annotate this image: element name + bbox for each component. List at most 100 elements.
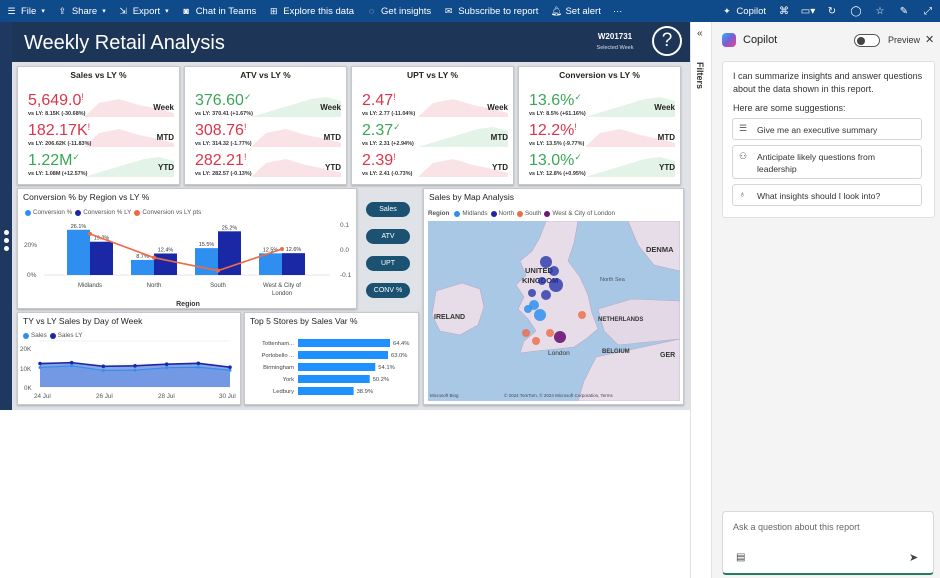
close-icon[interactable]: ✕ xyxy=(925,34,935,46)
day-of-week-card[interactable]: TY vs LY Sales by Day of Week Sales Sale… xyxy=(17,312,241,405)
file-menu-button[interactable]: ☰ File ▾ xyxy=(7,5,45,17)
y2-tick-label: 0.1 xyxy=(340,222,349,229)
line-point[interactable] xyxy=(165,366,169,370)
line-point[interactable] xyxy=(133,364,137,368)
x-tick-label: 26 Jul xyxy=(96,393,113,400)
metric-button-atv[interactable]: ATV xyxy=(366,229,410,244)
preview-toggle[interactable] xyxy=(854,34,880,47)
map-view[interactable]: DENMA UNITED KINGDOM North Sea IRELAND N… xyxy=(428,221,680,401)
map-label: DENMA xyxy=(646,245,674,254)
map-bubble[interactable] xyxy=(538,277,546,285)
comment-icon[interactable]: ◯ xyxy=(850,5,862,17)
bar-conversion-ly[interactable] xyxy=(154,253,177,275)
line-point[interactable] xyxy=(216,268,220,273)
metric-button-sales[interactable]: Sales xyxy=(366,202,410,217)
kpi-period: MTD xyxy=(657,133,675,142)
line-point[interactable] xyxy=(38,361,42,366)
suggestion-insights[interactable]: ♁ What insights should I look into? xyxy=(732,184,922,206)
explore-data-button[interactable]: ⊞ Explore this data xyxy=(269,5,355,17)
chat-in-teams-button[interactable]: ◙ Chat in Teams xyxy=(175,0,263,22)
kpi-card[interactable]: Sales vs LY % 5,649.0! vs LY: 8.15K (-30.6… xyxy=(17,66,180,185)
more-options-button[interactable]: ··· xyxy=(612,5,623,17)
map-bubble[interactable] xyxy=(549,266,559,276)
subscribe-button[interactable]: ✉ Subscribe to report xyxy=(444,5,539,17)
view-icon[interactable]: ▭▾ xyxy=(800,5,816,17)
toggle-knob xyxy=(857,37,865,45)
fullscreen-icon[interactable]: ⤢ xyxy=(924,5,932,17)
line-point[interactable] xyxy=(70,364,74,368)
line-point[interactable] xyxy=(101,368,105,372)
filters-pane[interactable]: « Filters xyxy=(690,22,712,578)
refresh-icon[interactable]: ↻ xyxy=(827,5,837,17)
bar-conversion[interactable] xyxy=(195,248,218,275)
line-point[interactable] xyxy=(88,231,92,236)
bar-conversion[interactable] xyxy=(259,253,282,275)
share-button[interactable]: ⇪ Share ▾ xyxy=(58,5,106,17)
line-point[interactable] xyxy=(280,247,284,251)
bar-conversion-ly[interactable] xyxy=(218,231,241,275)
map-label: BELGIUM xyxy=(602,349,630,355)
get-insights-button[interactable]: ◌ Get insights xyxy=(360,0,437,22)
legend-dot xyxy=(454,210,461,217)
store-bar[interactable] xyxy=(298,351,388,359)
suggestion-leadership-questions[interactable]: ⚇ Anticipate likely questions from leade… xyxy=(732,145,922,179)
map-bubble[interactable] xyxy=(540,256,552,268)
line-point[interactable] xyxy=(69,360,74,365)
store-bar[interactable] xyxy=(298,387,354,395)
kpi-card[interactable]: Conversion vs LY % 13.6%✓ vs LY: 8.5% (+61… xyxy=(518,66,681,185)
map-bubble[interactable] xyxy=(554,331,566,343)
map-bubble[interactable] xyxy=(541,290,551,300)
metric-button-upt[interactable]: UPT xyxy=(366,256,410,271)
kpi-period: MTD xyxy=(323,133,341,142)
kpi-value: 308.76! xyxy=(195,122,247,139)
copilot-input[interactable]: Ask a question about this report ▤ ➤ xyxy=(722,511,934,575)
kpi-period: Week xyxy=(487,103,508,112)
map-bubble[interactable] xyxy=(578,311,586,319)
line-point[interactable] xyxy=(164,362,169,367)
map-bubble[interactable] xyxy=(549,278,563,292)
map-bubble[interactable] xyxy=(534,309,546,321)
store-bar[interactable] xyxy=(298,375,370,383)
report-title: Weekly Retail Analysis xyxy=(24,32,225,54)
map-bubble[interactable] xyxy=(522,329,530,337)
line-point[interactable] xyxy=(196,365,200,369)
check-icon: ✓ xyxy=(393,122,401,132)
line-point[interactable] xyxy=(101,364,106,369)
bar-conversion-ly[interactable] xyxy=(282,253,305,275)
export-button[interactable]: ⇲ Export ▾ xyxy=(119,5,169,17)
store-bar[interactable] xyxy=(298,339,390,347)
conversion-region-card[interactable]: Conversion % by Region vs LY % Conversio… xyxy=(17,188,357,309)
y-tick-label: York xyxy=(283,377,294,383)
map-bubble[interactable] xyxy=(546,329,554,337)
top-stores-card[interactable]: Top 5 Stores by Sales Var % Tottenham...… xyxy=(244,312,419,405)
line-point[interactable] xyxy=(228,368,232,372)
attach-icon[interactable]: ▤ xyxy=(736,552,746,563)
map-card[interactable]: Sales by Map Analysis Region Midlands No… xyxy=(423,188,684,405)
kpi-card[interactable]: UPT vs LY % 2.47! vs LY: 2.77 (-11.04%) Wee… xyxy=(351,66,514,185)
kpi-card[interactable]: ATV vs LY % 376.60✓ vs LY: 370.41 (+1.67%)… xyxy=(184,66,347,185)
line-point[interactable] xyxy=(152,255,156,260)
send-icon[interactable]: ➤ xyxy=(909,552,919,564)
map-bubble[interactable] xyxy=(524,305,532,313)
suggestion-executive-summary[interactable]: ☰ Give me an executive summary xyxy=(732,118,922,140)
line-point[interactable] xyxy=(228,365,232,370)
help-button[interactable]: ? xyxy=(652,26,682,56)
sparkline xyxy=(418,159,508,177)
line-point[interactable] xyxy=(38,365,42,369)
metric-button-conv[interactable]: CONV % xyxy=(366,283,410,298)
edit-icon[interactable]: ✎ xyxy=(899,5,909,17)
store-bar[interactable] xyxy=(298,363,376,371)
bar-conversion-ly[interactable] xyxy=(90,241,113,275)
bar-conversion[interactable] xyxy=(131,259,154,275)
favorite-icon[interactable]: ☆ xyxy=(875,5,885,17)
line-point[interactable] xyxy=(133,368,137,372)
map-bubble[interactable] xyxy=(532,337,540,345)
collapse-chevron-icon[interactable]: « xyxy=(697,28,703,39)
line-point[interactable] xyxy=(196,361,201,366)
set-alert-button[interactable]: 🔔︎ Set alert xyxy=(550,5,601,17)
bar-conversion[interactable] xyxy=(67,229,90,275)
copilot-button[interactable]: ✦ Copilot xyxy=(723,5,766,17)
bookmark-icon[interactable]: ⌘ xyxy=(779,5,789,17)
sparkline-area xyxy=(418,127,508,147)
map-bubble[interactable] xyxy=(528,289,536,297)
